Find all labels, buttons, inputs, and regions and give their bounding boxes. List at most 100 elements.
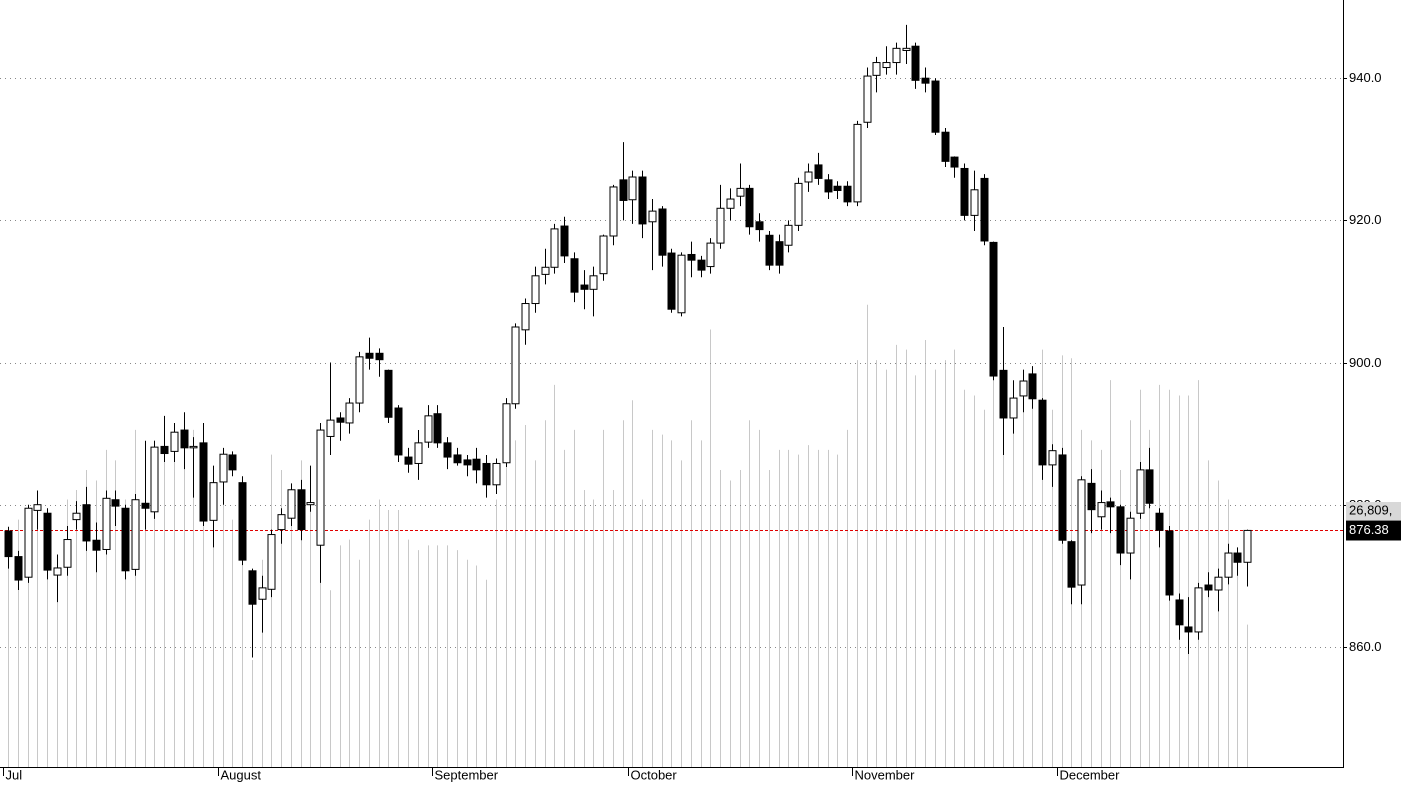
candle-body: [1097, 502, 1106, 518]
candle-body: [931, 80, 940, 133]
candle-body: [989, 241, 998, 377]
candle-body: [1116, 506, 1125, 554]
candle-body: [63, 539, 72, 568]
y-tick-label: 920.0: [1349, 212, 1382, 227]
candle-body: [638, 176, 647, 225]
candle-body: [336, 417, 345, 423]
candle-body: [384, 369, 393, 418]
candle-body: [726, 198, 735, 209]
candle-body: [628, 176, 637, 201]
candle-body: [1224, 552, 1233, 578]
volume-label-box: [1346, 502, 1401, 520]
candle-body: [345, 402, 354, 424]
candle-body: [1233, 552, 1242, 563]
candle-body: [414, 442, 423, 464]
candle-body: [180, 429, 189, 449]
candle-body: [424, 415, 433, 443]
candle-body: [1136, 469, 1145, 514]
candle-body: [716, 207, 725, 244]
candle-body: [1087, 482, 1096, 511]
x-tick-label: December: [1060, 767, 1121, 782]
candle-body: [667, 252, 676, 310]
candle-body: [697, 259, 706, 271]
candle-body: [736, 187, 745, 197]
candle-body: [1106, 501, 1115, 508]
candle-body: [277, 514, 286, 531]
candle-body: [404, 456, 413, 465]
candle-body: [902, 47, 911, 51]
candle-body: [843, 185, 852, 203]
candle-body: [82, 504, 91, 542]
candle-body: [219, 453, 228, 483]
candle-body: [921, 77, 930, 84]
last-price-box: [1346, 520, 1401, 541]
candle-body: [482, 462, 491, 486]
candle-body: [24, 507, 33, 578]
candle-body: [92, 539, 101, 551]
candle-body: [648, 210, 657, 223]
candle-body: [960, 167, 969, 216]
candle-body: [824, 179, 833, 193]
candle-body: [170, 431, 179, 452]
candle-body: [1194, 587, 1203, 633]
candle-body: [355, 356, 364, 404]
y-tick-label: 900.0: [1349, 355, 1382, 370]
candle-body: [189, 445, 198, 449]
candle-body: [1077, 479, 1086, 586]
candle-body: [1058, 454, 1067, 541]
candle-body: [980, 177, 989, 242]
y-tick-label: 940.0: [1349, 70, 1382, 85]
candle-body: [1048, 450, 1057, 466]
candle-body: [999, 369, 1008, 419]
candle-body: [1204, 584, 1213, 591]
candle-body: [394, 407, 403, 456]
candle-body: [619, 179, 628, 201]
candle-body: [804, 171, 813, 183]
candle-body: [706, 242, 715, 268]
candle-body: [4, 530, 13, 558]
candle-body: [150, 446, 159, 513]
candle-body: [853, 123, 862, 203]
candle-body: [306, 502, 315, 506]
x-tick-label: October: [631, 767, 678, 782]
candle-body: [794, 182, 803, 226]
candle-body: [463, 459, 472, 466]
candle-body: [375, 352, 384, 361]
candle-body: [863, 75, 872, 123]
candle-body: [33, 504, 42, 511]
candle-body: [580, 284, 589, 290]
candle-body: [755, 221, 764, 231]
x-tick-label: August: [221, 767, 262, 782]
candle-body: [248, 570, 257, 605]
candle-body: [833, 185, 842, 192]
candle-body: [550, 228, 559, 268]
candle-body: [258, 587, 267, 600]
candle-body: [238, 482, 247, 561]
candle-body: [599, 235, 608, 275]
x-tick-label: November: [855, 767, 916, 782]
candle-body: [511, 326, 520, 405]
x-tick-label: Jul: [6, 767, 23, 782]
candle-body: [1028, 373, 1037, 400]
candle-body: [541, 266, 550, 275]
candle-body: [1214, 576, 1223, 591]
candle-body: [365, 352, 374, 359]
candle-body: [1165, 530, 1174, 596]
candle-body: [199, 442, 208, 522]
candle-body: [267, 534, 276, 590]
x-tick-label: September: [435, 767, 499, 782]
candle-body: [941, 131, 950, 162]
candle-body: [121, 507, 130, 572]
candle-body: [531, 275, 540, 305]
candle-body: [1067, 541, 1076, 588]
candle-body: [609, 186, 618, 237]
candle-body: [814, 164, 823, 179]
grid-layer: [0, 78, 1343, 648]
candle-body: [1126, 517, 1135, 554]
candle-body: [228, 454, 237, 471]
candle-body: [433, 413, 442, 444]
candle-body: [677, 254, 686, 314]
candle-body: [970, 189, 979, 216]
candle-body: [950, 156, 959, 168]
